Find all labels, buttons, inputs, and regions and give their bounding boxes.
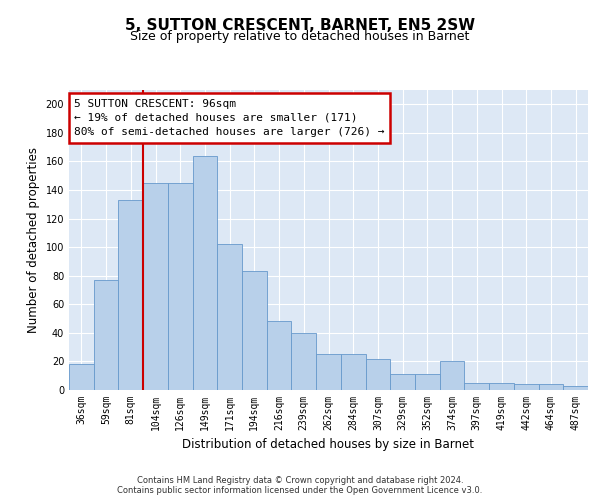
- Bar: [365, 358, 390, 390]
- Bar: [118, 200, 143, 390]
- Bar: [94, 280, 118, 390]
- Bar: [292, 333, 316, 390]
- Bar: [168, 183, 193, 390]
- Text: 5 SUTTON CRESCENT: 96sqm
← 19% of detached houses are smaller (171)
80% of semi-: 5 SUTTON CRESCENT: 96sqm ← 19% of detach…: [74, 99, 385, 137]
- Bar: [539, 384, 563, 390]
- Text: 5, SUTTON CRESCENT, BARNET, EN5 2SW: 5, SUTTON CRESCENT, BARNET, EN5 2SW: [125, 18, 475, 32]
- Bar: [242, 272, 267, 390]
- Bar: [341, 354, 365, 390]
- Bar: [69, 364, 94, 390]
- Bar: [267, 322, 292, 390]
- Bar: [563, 386, 588, 390]
- X-axis label: Distribution of detached houses by size in Barnet: Distribution of detached houses by size …: [182, 438, 475, 452]
- Bar: [316, 354, 341, 390]
- Bar: [415, 374, 440, 390]
- Text: Size of property relative to detached houses in Barnet: Size of property relative to detached ho…: [130, 30, 470, 43]
- Text: Contains HM Land Registry data © Crown copyright and database right 2024.
Contai: Contains HM Land Registry data © Crown c…: [118, 476, 482, 495]
- Bar: [390, 374, 415, 390]
- Bar: [440, 362, 464, 390]
- Y-axis label: Number of detached properties: Number of detached properties: [27, 147, 40, 333]
- Bar: [489, 383, 514, 390]
- Bar: [143, 183, 168, 390]
- Bar: [193, 156, 217, 390]
- Bar: [217, 244, 242, 390]
- Bar: [464, 383, 489, 390]
- Bar: [514, 384, 539, 390]
